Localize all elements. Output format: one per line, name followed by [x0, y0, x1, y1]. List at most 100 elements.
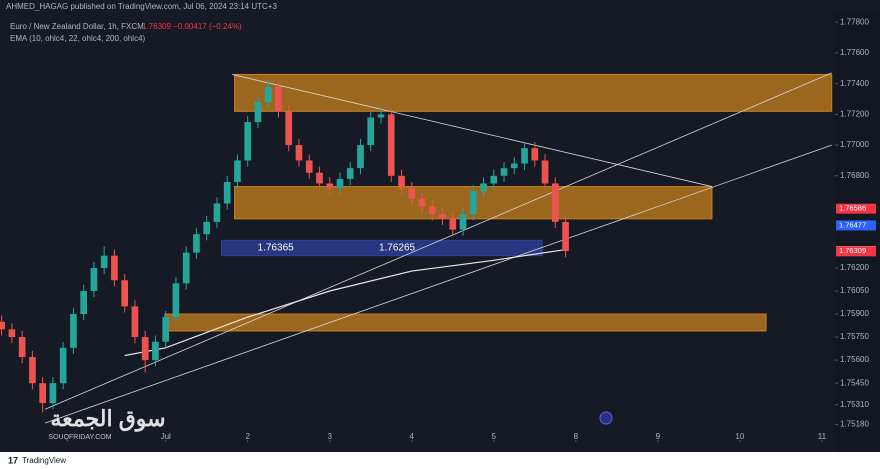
candle-body — [234, 160, 241, 182]
candle-body — [152, 341, 159, 361]
y-tick-label: 1.76800 — [840, 171, 869, 180]
candle-body — [244, 122, 252, 161]
y-tick-label: 1.75180 — [840, 420, 869, 429]
x-tick-label: 11 — [818, 432, 827, 441]
zone — [164, 313, 767, 332]
candle-body — [490, 175, 498, 184]
candle-body — [521, 148, 528, 164]
trendline — [44, 72, 832, 410]
candle-body — [531, 148, 539, 161]
price-badge — [836, 220, 876, 231]
x-tick-label: 4 — [410, 432, 415, 441]
candle-body — [59, 347, 67, 384]
candle-body — [377, 114, 385, 118]
indicator: EMA (10, ohlc4, 22, ohlc4, 200, ohlc4) — [10, 34, 146, 43]
candle-body — [510, 163, 518, 169]
candle-body — [285, 111, 293, 146]
candle-body — [480, 183, 487, 192]
footer: TradingView — [22, 456, 66, 465]
quote: 1.76309 −0.00417 (−0.24%) — [142, 22, 242, 31]
y-tick-label: 1.75450 — [840, 378, 869, 387]
candle-body — [193, 234, 200, 253]
y-tick-label: 1.77000 — [840, 140, 869, 149]
candle-body — [223, 181, 231, 204]
candle-body — [418, 198, 426, 207]
publisher: AHMED_HAGAG published on TradingView.com… — [6, 2, 277, 11]
candle-body — [8, 329, 16, 338]
candle-body — [336, 178, 344, 189]
price-badge-label: 1.76309 — [839, 246, 866, 255]
candle-body — [562, 221, 569, 252]
x-tick-label: Jul — [161, 432, 171, 441]
ema-200 — [124, 248, 566, 357]
candle-body — [295, 145, 303, 161]
candle-body — [408, 188, 416, 199]
y-tick-label: 1.75600 — [840, 355, 869, 364]
y-tick-label: 1.76050 — [840, 286, 869, 295]
candle-body — [346, 168, 354, 179]
x-tick-label: 8 — [574, 432, 579, 441]
candle-body — [387, 114, 395, 176]
candle-body — [316, 172, 323, 184]
candle-body — [80, 291, 87, 315]
y-tick-label: 1.77400 — [840, 79, 869, 88]
trendline — [44, 144, 832, 424]
zone-label: 1.76265 — [379, 243, 416, 254]
y-tick-label: 1.77800 — [840, 17, 869, 26]
candle-body — [39, 383, 46, 404]
symbol: Euro / New Zealand Dollar, 1h, FXCM — [10, 22, 144, 31]
candle-body — [162, 317, 170, 342]
candle-body — [551, 183, 559, 222]
y-tick-label: 1.75750 — [840, 332, 869, 341]
x-tick-label: 5 — [492, 432, 497, 441]
candle-body — [367, 117, 375, 146]
candle-body — [428, 206, 436, 215]
candle-body — [541, 160, 549, 184]
y-tick-label: 1.77600 — [840, 48, 869, 57]
x-tick-label: 2 — [245, 432, 250, 441]
candle-body — [398, 175, 405, 189]
watermark-url: SOUQFRIDAY.COM — [48, 434, 111, 441]
price-badge — [836, 246, 876, 257]
candle-body — [326, 183, 334, 189]
candle-body — [439, 214, 446, 219]
candle-body — [182, 252, 190, 284]
candle-body — [469, 191, 477, 215]
trendline — [232, 74, 713, 187]
candle-body — [49, 383, 57, 404]
candle-body — [172, 283, 180, 318]
event-icon[interactable] — [599, 411, 613, 425]
price-axis-bg — [835, 13, 880, 452]
candle-body — [449, 218, 457, 230]
candle-body — [18, 337, 26, 358]
zone — [234, 73, 833, 112]
candle-body — [111, 255, 118, 281]
candle-body — [459, 214, 467, 230]
footer-logo: 17 — [8, 455, 18, 465]
y-tick-label: 1.75900 — [840, 309, 869, 318]
candle-body — [90, 267, 98, 292]
candle-body — [305, 160, 313, 173]
zone-label: 1.76365 — [258, 243, 295, 254]
footer-bar — [0, 452, 880, 469]
candle-body — [254, 102, 262, 123]
price-badge-label: 1.76477 — [839, 220, 866, 229]
candle-body — [203, 221, 211, 235]
x-tick-label: 9 — [656, 432, 661, 441]
candle-body — [213, 203, 221, 222]
y-tick-label: 1.75310 — [840, 400, 869, 409]
x-tick-label: 3 — [328, 432, 333, 441]
x-tick-label: 10 — [735, 432, 744, 441]
candle-body — [100, 255, 108, 268]
candle-body — [264, 86, 272, 103]
candle-body — [121, 280, 129, 307]
candle-body — [275, 86, 282, 112]
price-badge-label: 1.76586 — [839, 204, 866, 213]
candle-body — [500, 168, 508, 176]
y-tick-label: 1.76200 — [840, 263, 869, 272]
price-badge — [836, 203, 876, 214]
watermark: سوق الجمعة — [50, 406, 165, 432]
zone — [220, 239, 543, 257]
candle-body — [29, 357, 36, 384]
